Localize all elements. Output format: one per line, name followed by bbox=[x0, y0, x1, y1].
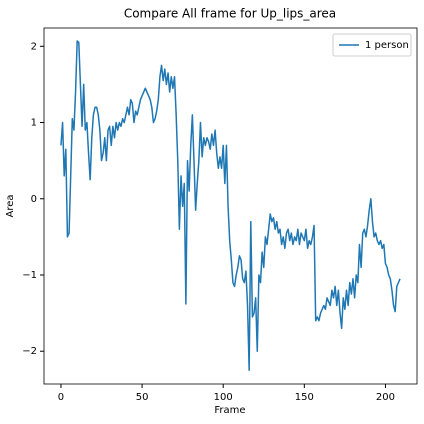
line-series bbox=[60, 40, 401, 372]
chart-title: Compare All frame for Up_lips_area bbox=[124, 7, 336, 21]
y-axis-label: Area bbox=[5, 194, 16, 217]
legend-box bbox=[332, 33, 412, 57]
x-axis-label: Frame bbox=[214, 405, 245, 416]
x-tick-label: 150 bbox=[295, 392, 314, 403]
y-tick-label: −1 bbox=[22, 270, 37, 281]
y-tick-label: −2 bbox=[22, 346, 37, 357]
axes-frame bbox=[43, 27, 418, 385]
y-tick-label: 2 bbox=[31, 41, 37, 52]
x-tick-label: 100 bbox=[214, 392, 233, 403]
x-tick-label: 0 bbox=[58, 392, 64, 403]
x-tick-label: 50 bbox=[136, 392, 149, 403]
x-tick-label: 200 bbox=[376, 392, 395, 403]
y-tick-label: 1 bbox=[31, 118, 37, 129]
y-tick-label: 0 bbox=[31, 194, 37, 205]
legend-label: 1 person bbox=[365, 40, 409, 51]
